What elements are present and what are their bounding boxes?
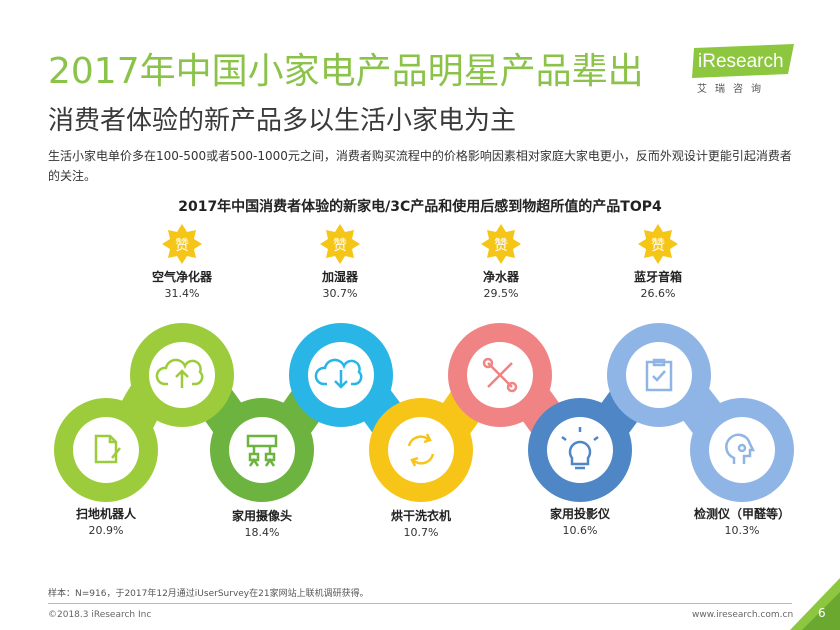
item-name: 加湿器 (321, 270, 358, 284)
item-name: 家用投影仪 (549, 507, 610, 521)
iresearch-logo (692, 44, 794, 78)
head-icon (725, 433, 756, 464)
top-item: 净水器 29.5% (451, 268, 551, 300)
sample-footnote: 样本：N=916，于2017年12月通过iUserSurvey在21家网站上联机… (48, 589, 369, 599)
item-name: 净水器 (482, 270, 519, 284)
item-name: 蓝牙音箱 (633, 270, 682, 284)
website-link[interactable]: www.iresearch.com.cn (692, 610, 794, 620)
item-percent: 10.3% (724, 524, 760, 537)
item-percent: 30.7% (322, 287, 358, 300)
lightbulb-icon (561, 427, 599, 470)
product-chain (54, 323, 794, 502)
item-name: 空气净化器 (151, 270, 212, 284)
badge-icon: 赞 (320, 224, 360, 264)
footer-divider (48, 603, 792, 604)
item-name: 检测仪（甲醛等） (693, 507, 790, 521)
top-item: 空气净化器 31.4% (132, 268, 232, 300)
item-percent: 18.4% (244, 526, 280, 539)
other-item: 家用投影仪 10.6% (520, 505, 640, 537)
item-percent: 26.6% (640, 287, 676, 300)
checklist-icon (645, 358, 673, 392)
svg-text:赞: 赞 (494, 238, 508, 254)
chart-title: 2017年中国消费者体验的新家电/3C产品和使用后感到物超所值的产品TOP4 (178, 199, 662, 215)
other-item: 家用摄像头 18.4% (202, 507, 322, 539)
other-item: 检测仪（甲醛等） 10.3% (682, 505, 802, 537)
refresh-icon (407, 433, 435, 467)
cloud-upload-icon (155, 358, 204, 388)
item-name: 扫地机器人 (75, 507, 136, 521)
item-percent: 10.6% (562, 524, 598, 537)
item-percent: 20.9% (88, 524, 124, 537)
item-name: 烘干洗衣机 (390, 509, 451, 523)
page-number: 6 (818, 606, 826, 620)
top-item: 蓝牙音箱 26.6% (608, 268, 708, 300)
page-corner (790, 578, 840, 630)
tools-icon (482, 357, 518, 393)
badge-icon: 赞 (638, 224, 678, 264)
logo-brand: iResearch (698, 51, 784, 72)
logo-subtitle: 艾瑞咨询 (697, 84, 769, 95)
page-subtitle: 消费者体验的新产品多以生活小家电为主 (48, 106, 517, 136)
top-item: 加湿器 30.7% (290, 268, 390, 300)
other-item: 烘干洗衣机 10.7% (361, 507, 481, 539)
page-title: 2017年中国小家电产品明星产品辈出 (48, 51, 644, 92)
svg-text:赞: 赞 (333, 238, 347, 254)
copyright: ©2018.3 iResearch Inc (48, 610, 152, 620)
item-name: 家用摄像头 (231, 509, 292, 523)
document-icon (94, 434, 121, 464)
item-percent: 10.7% (403, 526, 439, 539)
svg-text:赞: 赞 (651, 238, 665, 254)
svg-text:赞: 赞 (175, 238, 189, 254)
badge-icon: 赞 (481, 224, 521, 264)
other-item: 扫地机器人 20.9% (46, 505, 166, 537)
cloud-download-icon (314, 358, 363, 389)
item-percent: 29.5% (483, 287, 519, 300)
item-percent: 31.4% (164, 287, 200, 300)
network-icon (246, 434, 278, 467)
badge-icon: 赞 (162, 224, 202, 264)
page-description: 生活小家电单价多在100-500或者500-1000元之间，消费者购买流程中的价… (48, 149, 792, 183)
